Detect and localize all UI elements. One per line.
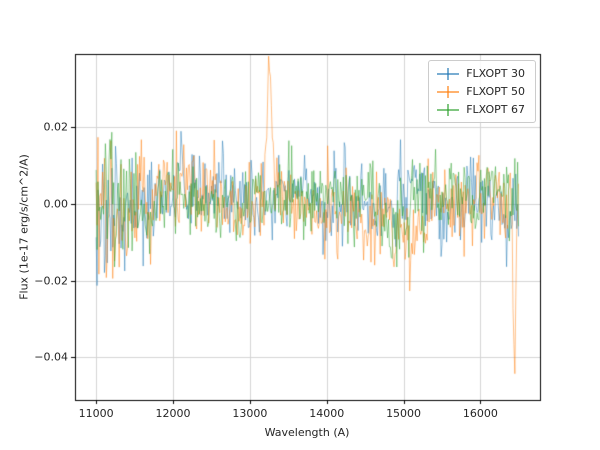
glyph-vline	[447, 85, 450, 98]
errorbar-glyph	[437, 85, 460, 98]
legend-item: FLXOPT 67	[437, 103, 525, 116]
legend-label: FLXOPT 50	[466, 85, 525, 98]
legend-label: FLXOPT 67	[466, 103, 525, 116]
errorbar-glyph	[437, 67, 460, 80]
errorbar-glyph	[437, 103, 460, 116]
legend: FLXOPT 30 FLXOPT 50 FLXOPT 67	[428, 60, 536, 123]
x-axis-label: Wavelength (A)	[264, 426, 350, 439]
legend-item: FLXOPT 50	[437, 85, 525, 98]
glyph-vline	[447, 103, 450, 116]
glyph-vline	[447, 67, 450, 80]
y-axis-label: Flux (1e-17 erg/s/cm^2/A)	[17, 154, 31, 300]
legend-label: FLXOPT 30	[466, 67, 525, 80]
legend-item: FLXOPT 30	[437, 67, 525, 80]
